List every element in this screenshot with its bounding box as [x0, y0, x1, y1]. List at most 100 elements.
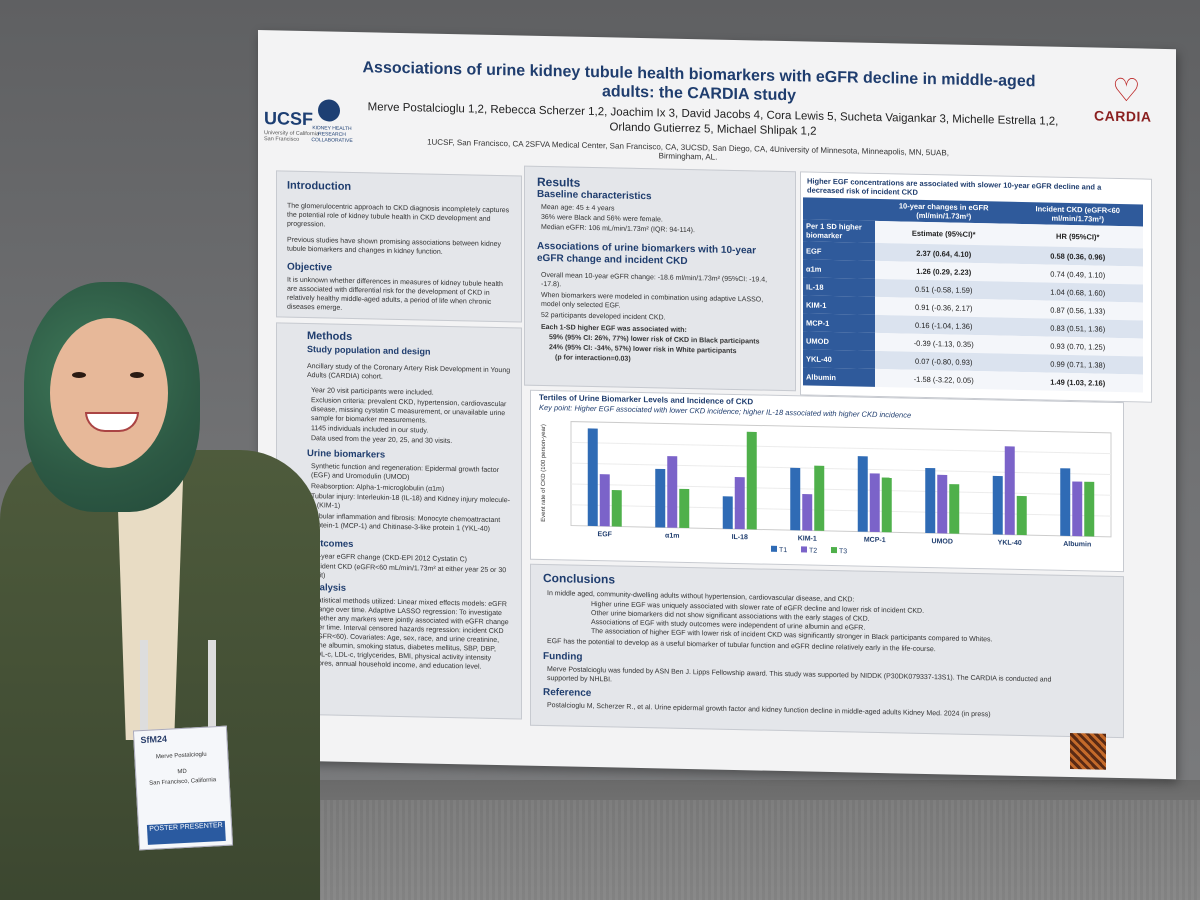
cardia-logo: CARDIA: [1094, 107, 1152, 125]
biomarker-chart: Tertiles of Urine Biomarker Levels and I…: [530, 389, 1124, 573]
chart-category-label: IL-18: [732, 534, 748, 541]
chart-bar: [722, 496, 733, 529]
chart-gridline: [571, 441, 1111, 455]
table-sub2: HR (95%CI)*: [1012, 223, 1143, 249]
table-row-header: Per 1 SD higher biomarker: [803, 219, 875, 243]
results-table: 10-year changes in eGFR (ml/min/1.73m²) …: [803, 197, 1143, 393]
methods-subheading: Study population and design: [307, 344, 431, 357]
assoc-heading: Associations of urine biomarkers with 10…: [537, 240, 756, 267]
biomarker-item-3: Tubular injury: Interleukin-18 (IL-18) a…: [311, 493, 510, 510]
chart-bar: [611, 490, 622, 527]
table-empty-header: [803, 197, 875, 221]
row-label: YKL-40: [803, 349, 875, 369]
baseline-heading: Baseline characteristics: [537, 188, 652, 203]
outcome-item-2: Incident CKD (eGFR<60 mL/min/1.73m² at e…: [311, 563, 507, 579]
chart-svg: Event rate of CKD (100 person-year) EGF α1…: [541, 421, 1112, 555]
cardia-heart-icon: ♡: [1112, 71, 1141, 109]
chart-bar: [1072, 481, 1083, 537]
chart-category-label: MCP-1: [864, 537, 886, 544]
chart-bar: [734, 476, 745, 530]
row-label: UMOD: [803, 331, 875, 351]
badge-name: Merve Postalcioglu: [155, 751, 207, 761]
lanyard-left: [140, 640, 148, 740]
chart-bar: [937, 474, 948, 534]
funding-heading: Funding: [543, 650, 583, 663]
chart-bar: [949, 484, 960, 534]
chart-bar: [655, 468, 666, 528]
poster-affiliations: 1UCSF, San Francisco, CA 2SFVA Medical C…: [427, 137, 949, 162]
person-face: [50, 318, 168, 468]
chart-bar: [790, 467, 801, 531]
chart-bar: [1084, 481, 1095, 537]
reference-heading: Reference: [543, 686, 592, 699]
conclusions-panel: Conclusions In middle aged, community-dw…: [530, 563, 1124, 739]
badge-location: San Francisco, California: [149, 777, 217, 787]
urine-biomarkers-heading: Urine biomarkers: [307, 448, 386, 461]
intro-p1: The glomerulocentric approach to CKD dia…: [287, 202, 510, 229]
chart-bar: [881, 477, 892, 533]
results-panel: Results Baseline characteristics Mean ag…: [524, 165, 796, 392]
qr-code-icon: [1070, 733, 1106, 770]
badge-degree: MD: [177, 768, 187, 776]
chart-bar: [814, 465, 825, 531]
legend-label: T2: [809, 548, 817, 555]
chart-bar: [746, 431, 757, 530]
objective-text: It is unknown whether differences in mea…: [287, 276, 503, 312]
chart-bar: [992, 475, 1003, 535]
chart-category-label: α1m: [665, 533, 679, 540]
legend-swatch: [831, 547, 837, 554]
row-label: KIM-1: [803, 295, 875, 315]
row-label: Albumin: [803, 367, 875, 387]
badge-role: POSTER PRESENTER: [146, 820, 226, 845]
right-eye: [130, 372, 144, 378]
assoc-item-1: Overall mean 10-year eGFR change: -18.6 …: [541, 271, 768, 289]
table-col1-header: 10-year changes in eGFR (ml/min/1.73m²): [875, 198, 1013, 224]
legend-label: T1: [779, 547, 787, 554]
chart-bar: [1004, 446, 1015, 535]
chart-bar: [679, 488, 690, 529]
chart-plot-area: [570, 421, 1112, 538]
chart-bar: [1060, 468, 1071, 537]
table-sub1: Estimate (95%CI)*: [875, 220, 1013, 246]
chart-bar: [869, 473, 880, 533]
biomarker-item-1: Synthetic function and regeneration: Epi…: [311, 463, 499, 482]
chart-bar: [599, 474, 610, 527]
intro-panel: Introduction The glomerulocentric approa…: [276, 170, 522, 323]
row-label: EGF: [803, 241, 875, 261]
khr-logo-icon: [318, 99, 340, 122]
chart-category-label: KIM-1: [798, 535, 817, 542]
legend-swatch: [771, 545, 777, 552]
chart-bar: [925, 467, 936, 534]
table-col2-header: Incident CKD (eGFR<60 ml/min/1.73m²): [1012, 201, 1143, 227]
chart-category-label: Albumin: [1063, 541, 1091, 549]
carpet: [300, 800, 1200, 900]
name-badge: SfM24 Merve Postalcioglu MD San Francisc…: [132, 725, 234, 851]
row-label: IL-18: [803, 277, 875, 297]
chart-ylabel: Event rate of CKD (100 person-year): [541, 424, 547, 522]
methods-text: Ancillary study of the Coronary Artery R…: [307, 363, 511, 381]
chart-category-label: YKL-40: [998, 539, 1022, 547]
chart-bar: [857, 456, 868, 532]
person-shirt: [117, 480, 183, 740]
left-eye: [72, 372, 86, 378]
intro-p2: Previous studies have shown promising as…: [287, 236, 502, 256]
objective-heading: Objective: [287, 261, 333, 274]
chart-gridline: [571, 462, 1111, 475]
results-heading: Results: [537, 174, 581, 190]
assoc-item-2: When biomarkers were modeled in combinat…: [541, 291, 764, 310]
methods-heading: Methods: [307, 330, 353, 343]
reference-text: Postalcioglu M, Scherzer R., et al. Urin…: [547, 702, 991, 719]
row-label: α1m: [803, 259, 875, 279]
badge-event: SfM24: [140, 733, 168, 746]
biomarker-item-4: Tubular inflammation and fibrosis: Monoc…: [311, 513, 501, 533]
chart-bar: [1016, 495, 1027, 536]
conclusions-heading: Conclusions: [543, 570, 616, 587]
methods-bullet-2: Exclusion criteria: prevalent CKD, hyper…: [311, 397, 507, 425]
chart-bar: [667, 456, 678, 528]
funding-text: Merve Postalcioglu was funded by ASN Ben…: [547, 666, 1052, 684]
row-hr: 1.49 (1.03, 2.16): [1012, 371, 1143, 393]
research-poster: UCSF University of California San Franci…: [258, 30, 1176, 780]
chart-category-label: UMOD: [932, 538, 953, 545]
chart-bar: [587, 428, 598, 527]
